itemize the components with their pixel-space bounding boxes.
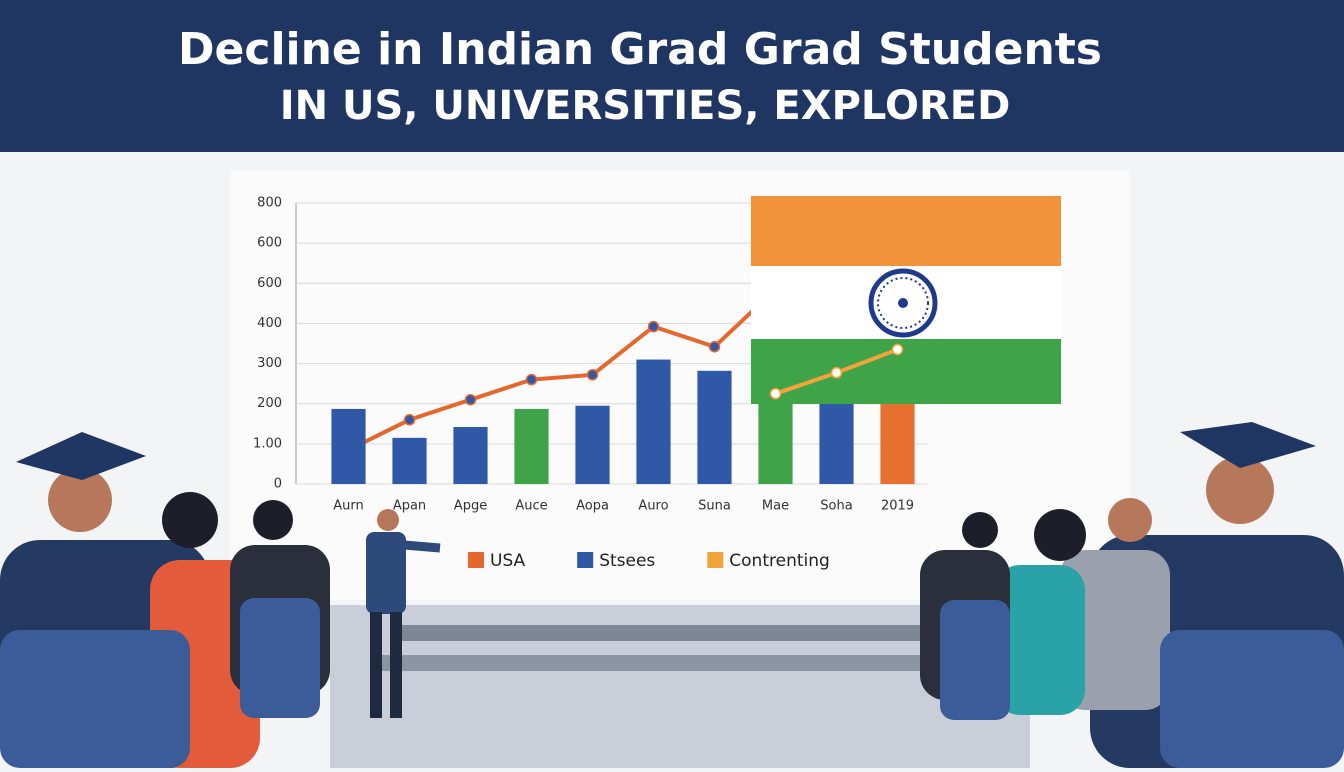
bar <box>453 426 488 484</box>
bar <box>697 370 732 484</box>
y-tick-label: 600 <box>257 236 282 251</box>
x-tick-label: Suna <box>698 499 731 514</box>
stage-step <box>400 625 920 641</box>
bar <box>575 405 610 484</box>
line-point <box>708 340 721 353</box>
line-point <box>586 369 599 381</box>
legend-label: USA <box>490 551 526 571</box>
y-tick-label: 400 <box>257 316 282 331</box>
india-flag <box>751 196 1061 404</box>
audience-left <box>0 432 330 768</box>
bar <box>758 403 793 484</box>
line-point <box>525 373 538 386</box>
y-tick-label: 200 <box>257 396 282 411</box>
x-tick-label: Auro <box>638 499 668 514</box>
x-tick-label: Aopa <box>576 499 609 514</box>
line-point <box>891 343 904 356</box>
y-tick-label: 1.00 <box>253 436 282 451</box>
x-tick-label: Soha <box>820 499 852 514</box>
legend-label: Contrenting <box>729 551 830 571</box>
line-point <box>464 393 477 406</box>
y-tick-label: 300 <box>257 356 282 371</box>
line-point <box>830 367 843 379</box>
chart: 0 1.00 200 300 400 600 600 800 Aurn Apan Apge Auce A… <box>253 196 928 514</box>
x-tick-label: Apge <box>454 499 487 514</box>
line-point <box>769 387 782 400</box>
y-tick-label: 600 <box>257 276 282 291</box>
subtitle: IN US, UNIVERSITIES, EXPLORED <box>280 83 1011 129</box>
line-point <box>647 320 660 333</box>
legend-swatch <box>577 552 594 568</box>
legend-swatch <box>468 552 484 568</box>
bar <box>331 408 366 484</box>
bar <box>392 437 427 484</box>
bar <box>514 408 549 484</box>
presenter <box>366 509 441 718</box>
x-tick-label: Aurn <box>333 499 364 514</box>
line-point <box>403 414 416 426</box>
legend-label: Stsees <box>599 551 655 571</box>
x-tick-label: Mae <box>762 499 789 514</box>
x-tick-label: Auce <box>515 499 547 514</box>
title: Decline in Indian Grad Grad Students <box>178 24 1102 75</box>
bar <box>636 359 671 484</box>
chart-overlay <box>769 343 904 400</box>
stage-step <box>380 655 940 671</box>
line <box>347 287 777 452</box>
bar <box>819 397 854 484</box>
y-tick-label: 800 <box>257 196 282 211</box>
legend-swatch <box>707 552 724 568</box>
audience-right <box>920 422 1344 768</box>
header-band <box>0 0 1344 152</box>
y-tick-label: 0 <box>274 477 282 492</box>
x-tick-label: 2019 <box>881 499 914 514</box>
x-tick-label: Apan <box>393 499 426 514</box>
bar <box>880 403 915 484</box>
